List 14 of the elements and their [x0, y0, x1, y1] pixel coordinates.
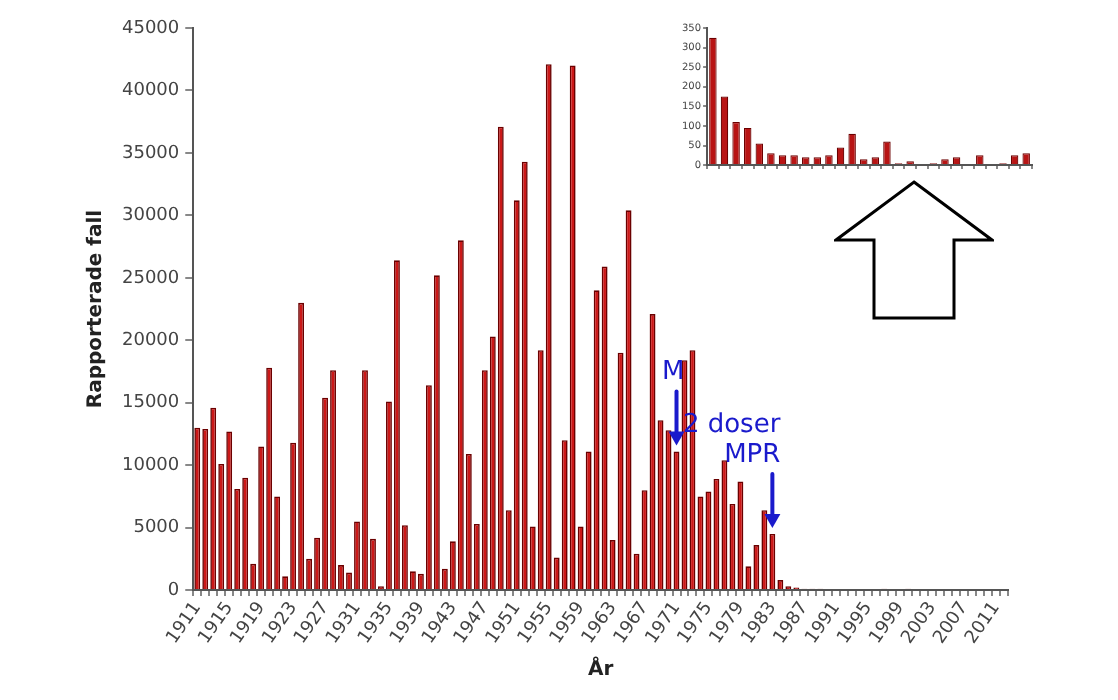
y-tick-label: 45000	[121, 18, 180, 39]
y-tick-label: 40000	[121, 81, 180, 102]
y-tick-label: 0	[167, 580, 180, 601]
x-axis-title: År	[587, 655, 614, 682]
y-tick-label: 25000	[121, 268, 180, 289]
y-tick-label: 15000	[121, 393, 180, 414]
annotation: M	[662, 357, 685, 388]
y-axis-title: Rapporterade fall	[85, 209, 108, 409]
y-tick-label: 10000	[121, 455, 180, 476]
y-tick-label: 5000	[133, 518, 180, 539]
y-tick-label: 35000	[121, 143, 180, 164]
annotation: 2 doser MPR	[682, 409, 782, 470]
y-tick-label: 20000	[121, 330, 180, 351]
y-tick-label: 30000	[121, 206, 180, 227]
